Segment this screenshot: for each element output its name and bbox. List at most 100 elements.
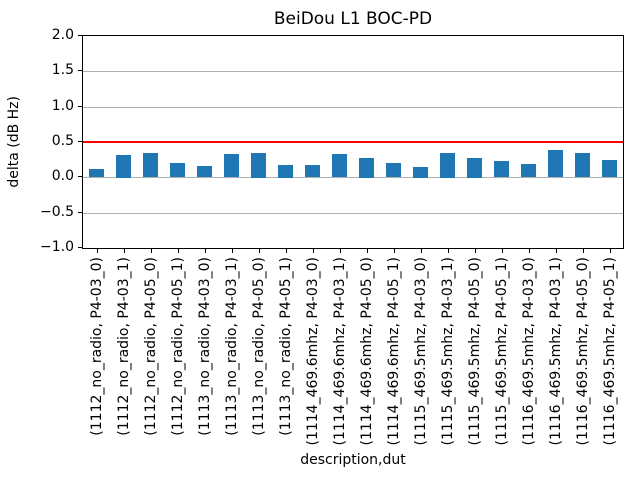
x-tick-mark: [421, 249, 422, 253]
x-tick-label: (1112_no_radio, P4-05_1): [170, 257, 186, 440]
x-tick-mark: [259, 249, 260, 253]
y-tick-mark: [78, 176, 82, 177]
x-tick-label-text: (1112_no_radio, P4-05_1): [169, 257, 186, 436]
bar: [548, 150, 563, 177]
x-tick-label: (1116_469.5mhz, P4-03_1): [548, 257, 564, 450]
x-tick-label: (1113_no_radio, P4-03_1): [224, 257, 240, 440]
y-tick-label: 1.5: [51, 62, 74, 78]
bar: [575, 153, 590, 177]
bar: [440, 153, 455, 178]
x-tick-label: (1115_469.5mhz, P4-05_1): [494, 257, 510, 450]
y-tick-label: 0.0: [51, 168, 74, 184]
x-tick-label: (1113_no_radio, P4-05_0): [251, 257, 267, 440]
y-tick-mark: [78, 70, 82, 71]
x-tick-label: (1115_469.5mhz, P4-03_1): [440, 257, 456, 450]
y-tick-label: 2.0: [51, 27, 74, 43]
x-tick-mark: [394, 249, 395, 253]
x-tick-label: (1113_no_radio, P4-05_1): [278, 257, 294, 440]
x-tick-label-text: (1116_469.5mhz, P4-05_1): [601, 257, 618, 446]
x-tick-mark: [556, 249, 557, 253]
bar: [278, 165, 293, 178]
bar: [143, 153, 158, 177]
x-tick-label: (1115_469.5mhz, P4-03_0): [413, 257, 429, 450]
y-tick-label: 0.5: [51, 133, 74, 149]
x-tick-label: (1112_no_radio, P4-05_0): [143, 257, 159, 440]
x-tick-label-text: (1114_469.6mhz, P4-05_1): [385, 257, 402, 446]
x-tick-label-text: (1113_no_radio, P4-03_0): [196, 257, 213, 436]
x-tick-label-text: (1112_no_radio, P4-05_0): [142, 257, 159, 436]
x-tick-label-text: (1116_469.5mhz, P4-03_1): [547, 257, 564, 446]
x-tick-label-text: (1113_no_radio, P4-05_1): [277, 257, 294, 436]
bar: [359, 158, 374, 178]
x-tick-label-text: (1115_469.5mhz, P4-03_1): [439, 257, 456, 446]
x-tick-label-text: (1114_469.6mhz, P4-03_0): [304, 257, 321, 446]
gridline: [83, 107, 623, 108]
x-tick-mark: [286, 249, 287, 253]
x-tick-label-text: (1112_no_radio, P4-03_0): [88, 257, 105, 436]
x-tick-mark: [97, 249, 98, 253]
y-tick-label: −0.5: [40, 204, 74, 220]
bar: [467, 158, 482, 178]
x-tick-label: (1114_469.6mhz, P4-03_1): [332, 257, 348, 450]
bar: [89, 169, 104, 177]
bar: [413, 167, 428, 178]
bar: [386, 163, 401, 177]
x-tick-mark: [367, 249, 368, 253]
bar: [332, 154, 347, 177]
x-tick-label: (1116_469.5mhz, P4-05_0): [575, 257, 591, 450]
bar: [494, 161, 509, 177]
y-tick-mark: [78, 247, 82, 248]
bar: [170, 163, 185, 177]
gridline: [83, 177, 623, 178]
x-tick-label-text: (1112_no_radio, P4-03_1): [115, 257, 132, 436]
x-tick-label: (1113_no_radio, P4-03_0): [197, 257, 213, 440]
y-tick-mark: [78, 106, 82, 107]
x-tick-label: (1114_469.6mhz, P4-03_0): [305, 257, 321, 450]
x-tick-label: (1116_469.5mhz, P4-03_0): [521, 257, 537, 450]
threshold-line: [83, 141, 623, 143]
x-tick-label-text: (1113_no_radio, P4-03_1): [223, 257, 240, 436]
bar: [602, 160, 617, 177]
x-tick-mark: [502, 249, 503, 253]
gridline: [83, 71, 623, 72]
x-tick-label: (1112_no_radio, P4-03_0): [89, 257, 105, 440]
x-tick-mark: [475, 249, 476, 253]
bar: [197, 166, 212, 177]
x-tick-label: (1116_469.5mhz, P4-05_1): [602, 257, 618, 450]
x-tick-mark: [124, 249, 125, 253]
chart-title: BeiDou L1 BOC-PD: [273, 9, 433, 29]
bar: [251, 153, 266, 178]
x-tick-label-text: (1114_469.6mhz, P4-05_0): [358, 257, 375, 446]
x-tick-mark: [340, 249, 341, 253]
x-axis-tick-labels: (1112_no_radio, P4-03_0) (1112_no_radio, …: [83, 257, 623, 447]
x-tick-mark: [178, 249, 179, 253]
y-tick-mark: [78, 212, 82, 213]
x-tick-mark: [448, 249, 449, 253]
x-tick-mark: [232, 249, 233, 253]
x-tick-mark: [313, 249, 314, 253]
x-tick-mark: [151, 249, 152, 253]
x-tick-mark: [205, 249, 206, 253]
x-tick-mark: [583, 249, 584, 253]
x-tick-mark: [529, 249, 530, 253]
bar: [521, 164, 536, 177]
x-tick-label-text: (1115_469.5mhz, P4-05_1): [493, 257, 510, 446]
y-tick-label: −1.0: [40, 239, 74, 255]
gridline: [83, 213, 623, 214]
x-tick-label: (1114_469.6mhz, P4-05_0): [359, 257, 375, 450]
x-tick-label-text: (1113_no_radio, P4-05_0): [250, 257, 267, 436]
bar: [224, 154, 239, 177]
bar: [305, 165, 320, 177]
y-tick-mark: [78, 35, 82, 36]
bar: [116, 155, 131, 178]
x-tick-label: (1114_469.6mhz, P4-05_1): [386, 257, 402, 450]
x-tick-label: (1115_469.5mhz, P4-05_0): [467, 257, 483, 450]
y-tick-mark: [78, 141, 82, 142]
x-tick-label-text: (1114_469.6mhz, P4-03_1): [331, 257, 348, 446]
x-axis-label: description,dut: [300, 452, 406, 468]
x-tick-label: (1112_no_radio, P4-03_1): [116, 257, 132, 440]
x-tick-label-text: (1116_469.5mhz, P4-03_0): [520, 257, 537, 446]
x-tick-mark: [610, 249, 611, 253]
x-tick-label-text: (1115_469.5mhz, P4-03_0): [412, 257, 429, 446]
